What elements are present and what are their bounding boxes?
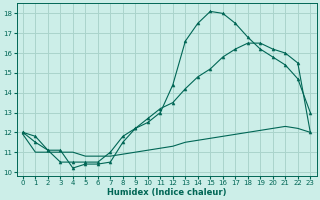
X-axis label: Humidex (Indice chaleur): Humidex (Indice chaleur) [107, 188, 226, 197]
